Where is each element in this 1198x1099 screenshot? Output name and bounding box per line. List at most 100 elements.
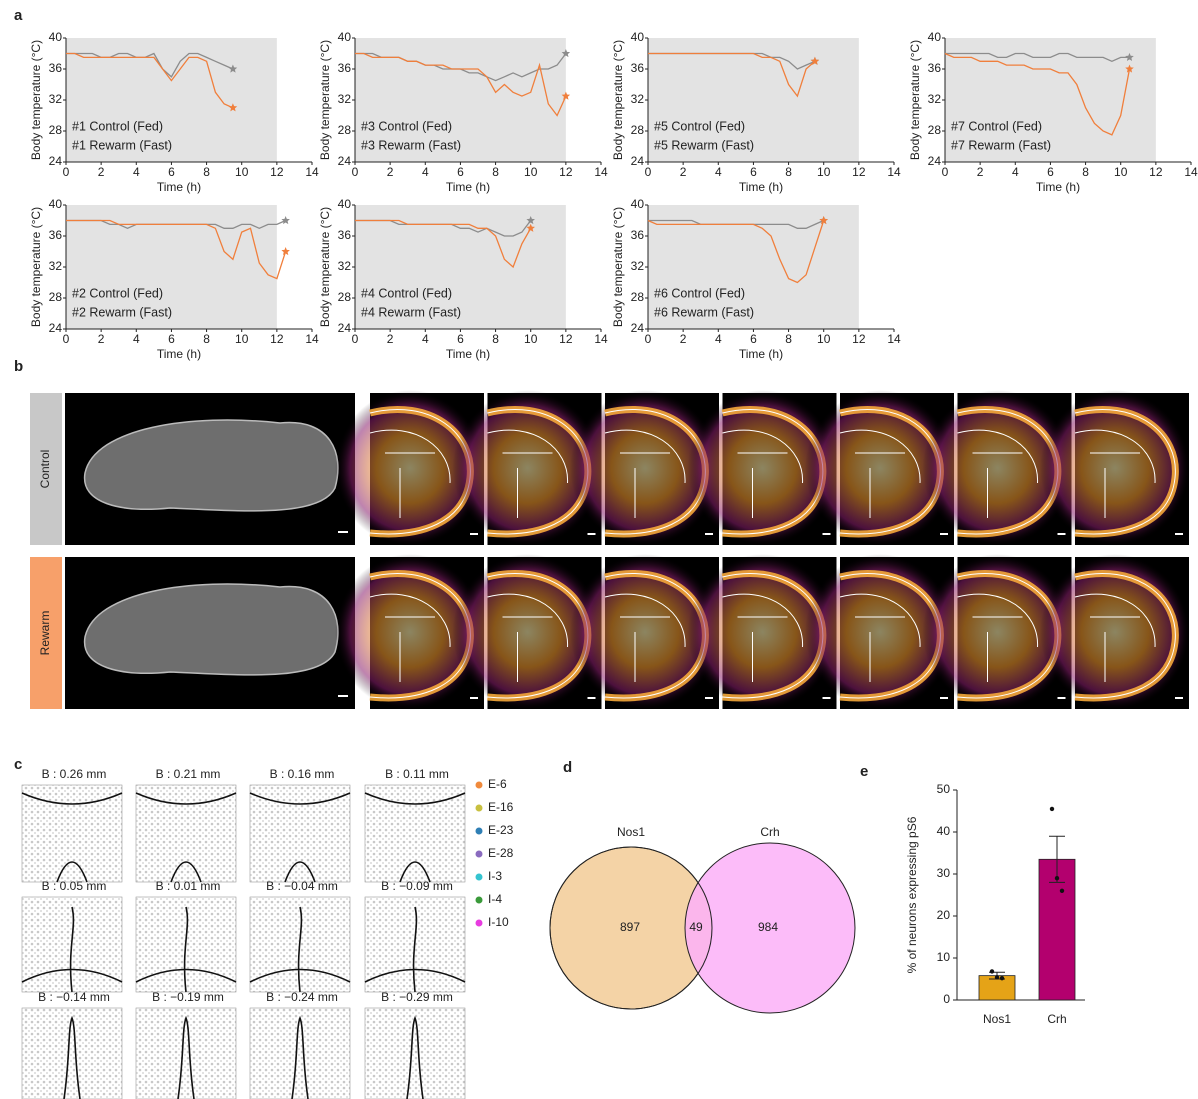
- y-tick-label: 24: [928, 154, 942, 168]
- section-label: B : −0.04 mm: [266, 879, 338, 893]
- x-tick-label: 2: [680, 165, 687, 179]
- x-tick-label: 8: [203, 165, 210, 179]
- data-point: [1060, 889, 1064, 893]
- x-tick-label: 4: [715, 165, 722, 179]
- x-tick-label: 4: [715, 332, 722, 346]
- x-tick-label: 4: [422, 165, 429, 179]
- y-tick-label: 20: [937, 908, 951, 922]
- x-tick-label: 14: [1184, 165, 1198, 179]
- x-tick-label: 6: [457, 332, 464, 346]
- x-tick-label: 14: [594, 332, 608, 346]
- legend-entry: E-16: [488, 800, 514, 814]
- x-tick-label: 2: [98, 332, 105, 346]
- scale-bar: [823, 533, 831, 535]
- end-star: [281, 216, 290, 224]
- section-box: [365, 1008, 465, 1099]
- x-tick-label: 14: [594, 165, 608, 179]
- y-tick-label: 28: [49, 290, 63, 304]
- section-box: [250, 1008, 350, 1099]
- x-tick-label: 8: [1082, 165, 1089, 179]
- y-tick-label: 50: [937, 782, 951, 796]
- y-tick-label: 28: [49, 123, 63, 137]
- x-tick-label: Crh: [1047, 1012, 1066, 1026]
- y-tick-label: 40: [631, 30, 645, 44]
- x-tick-label: 10: [524, 165, 538, 179]
- x-tick-label: 6: [168, 332, 175, 346]
- section-label: B : 0.01 mm: [156, 879, 221, 893]
- x-tick-label: 4: [1012, 165, 1019, 179]
- legend-swatch: [476, 851, 483, 858]
- legend-entry: #5 Control (Fed): [654, 119, 745, 133]
- y-tick-label: 36: [49, 61, 63, 75]
- x-tick-label: 0: [942, 165, 949, 179]
- y-tick-label: 28: [631, 290, 645, 304]
- legend-entry: #3 Control (Fed): [361, 119, 452, 133]
- data-point: [990, 969, 994, 973]
- set-label: Nos1: [617, 825, 645, 839]
- scale-bar: [1175, 533, 1183, 535]
- x-tick-label: 8: [492, 165, 499, 179]
- x-tick-label: 12: [270, 332, 284, 346]
- y-tick-label: 24: [338, 154, 352, 168]
- y-tick-label: 32: [338, 259, 352, 273]
- x-axis-label: Time (h): [446, 180, 490, 194]
- region-count: 49: [689, 920, 703, 934]
- y-tick-label: 28: [338, 123, 352, 137]
- legend-entry: I-3: [488, 869, 502, 883]
- legend-entry: #2 Rewarm (Fast): [72, 305, 172, 319]
- x-tick-label: 2: [387, 332, 394, 346]
- y-tick-label: 32: [631, 259, 645, 273]
- panel-label: e: [860, 763, 868, 780]
- y-tick-label: 32: [631, 92, 645, 106]
- x-axis-label: Time (h): [1036, 180, 1080, 194]
- legend-entry: E-28: [488, 846, 514, 860]
- y-axis-label: Body temperature (°C): [908, 40, 922, 160]
- x-tick-label: 10: [524, 332, 538, 346]
- set-label: Crh: [760, 825, 779, 839]
- y-axis-label: Body temperature (°C): [29, 40, 43, 160]
- x-axis-label: Time (h): [157, 180, 201, 194]
- legend-entry: #7 Control (Fed): [951, 119, 1042, 133]
- end-star: [281, 247, 290, 255]
- legend-entry: E-6: [488, 777, 507, 791]
- x-tick-label: 6: [750, 165, 757, 179]
- x-tick-label: 12: [559, 165, 573, 179]
- data-point: [1000, 976, 1004, 980]
- legend-swatch: [476, 805, 483, 812]
- legend-entry: #2 Control (Fed): [72, 286, 163, 300]
- figure: abcde242832364002468101214Time (h)Body t…: [0, 0, 1198, 1099]
- x-tick-label: 14: [887, 165, 901, 179]
- scale-bar: [588, 697, 596, 699]
- x-tick-label: 8: [785, 332, 792, 346]
- x-axis-label: Time (h): [739, 180, 783, 194]
- section-label: B : 0.26 mm: [42, 767, 107, 781]
- section-box: [365, 785, 465, 882]
- section-label: B : −0.29 mm: [381, 990, 453, 1004]
- y-tick-label: 36: [338, 61, 352, 75]
- section-label: B : 0.16 mm: [270, 767, 335, 781]
- y-tick-label: 36: [49, 228, 63, 242]
- x-tick-label: 14: [305, 165, 319, 179]
- x-axis-label: Time (h): [739, 347, 783, 361]
- y-tick-label: 24: [338, 321, 352, 335]
- data-point: [1055, 876, 1059, 880]
- x-tick-label: 0: [352, 165, 359, 179]
- x-tick-label: 6: [168, 165, 175, 179]
- y-axis-label: Body temperature (°C): [318, 207, 332, 327]
- section-label: B : −0.14 mm: [38, 990, 110, 1004]
- x-tick-label: 8: [492, 332, 499, 346]
- scale-bar: [1058, 697, 1066, 699]
- y-tick-label: 24: [631, 321, 645, 335]
- y-tick-label: 24: [49, 321, 63, 335]
- x-tick-label: 12: [852, 332, 866, 346]
- x-tick-label: 10: [817, 332, 831, 346]
- section-label: B : −0.09 mm: [381, 879, 453, 893]
- section-box: [22, 785, 122, 882]
- region-count: 897: [620, 920, 640, 934]
- scale-bar: [470, 533, 478, 535]
- scale-bar: [940, 697, 948, 699]
- y-tick-label: 40: [338, 197, 352, 211]
- section-label: B : 0.05 mm: [42, 879, 107, 893]
- x-tick-label: 6: [1047, 165, 1054, 179]
- legend-entry: #5 Rewarm (Fast): [654, 138, 754, 152]
